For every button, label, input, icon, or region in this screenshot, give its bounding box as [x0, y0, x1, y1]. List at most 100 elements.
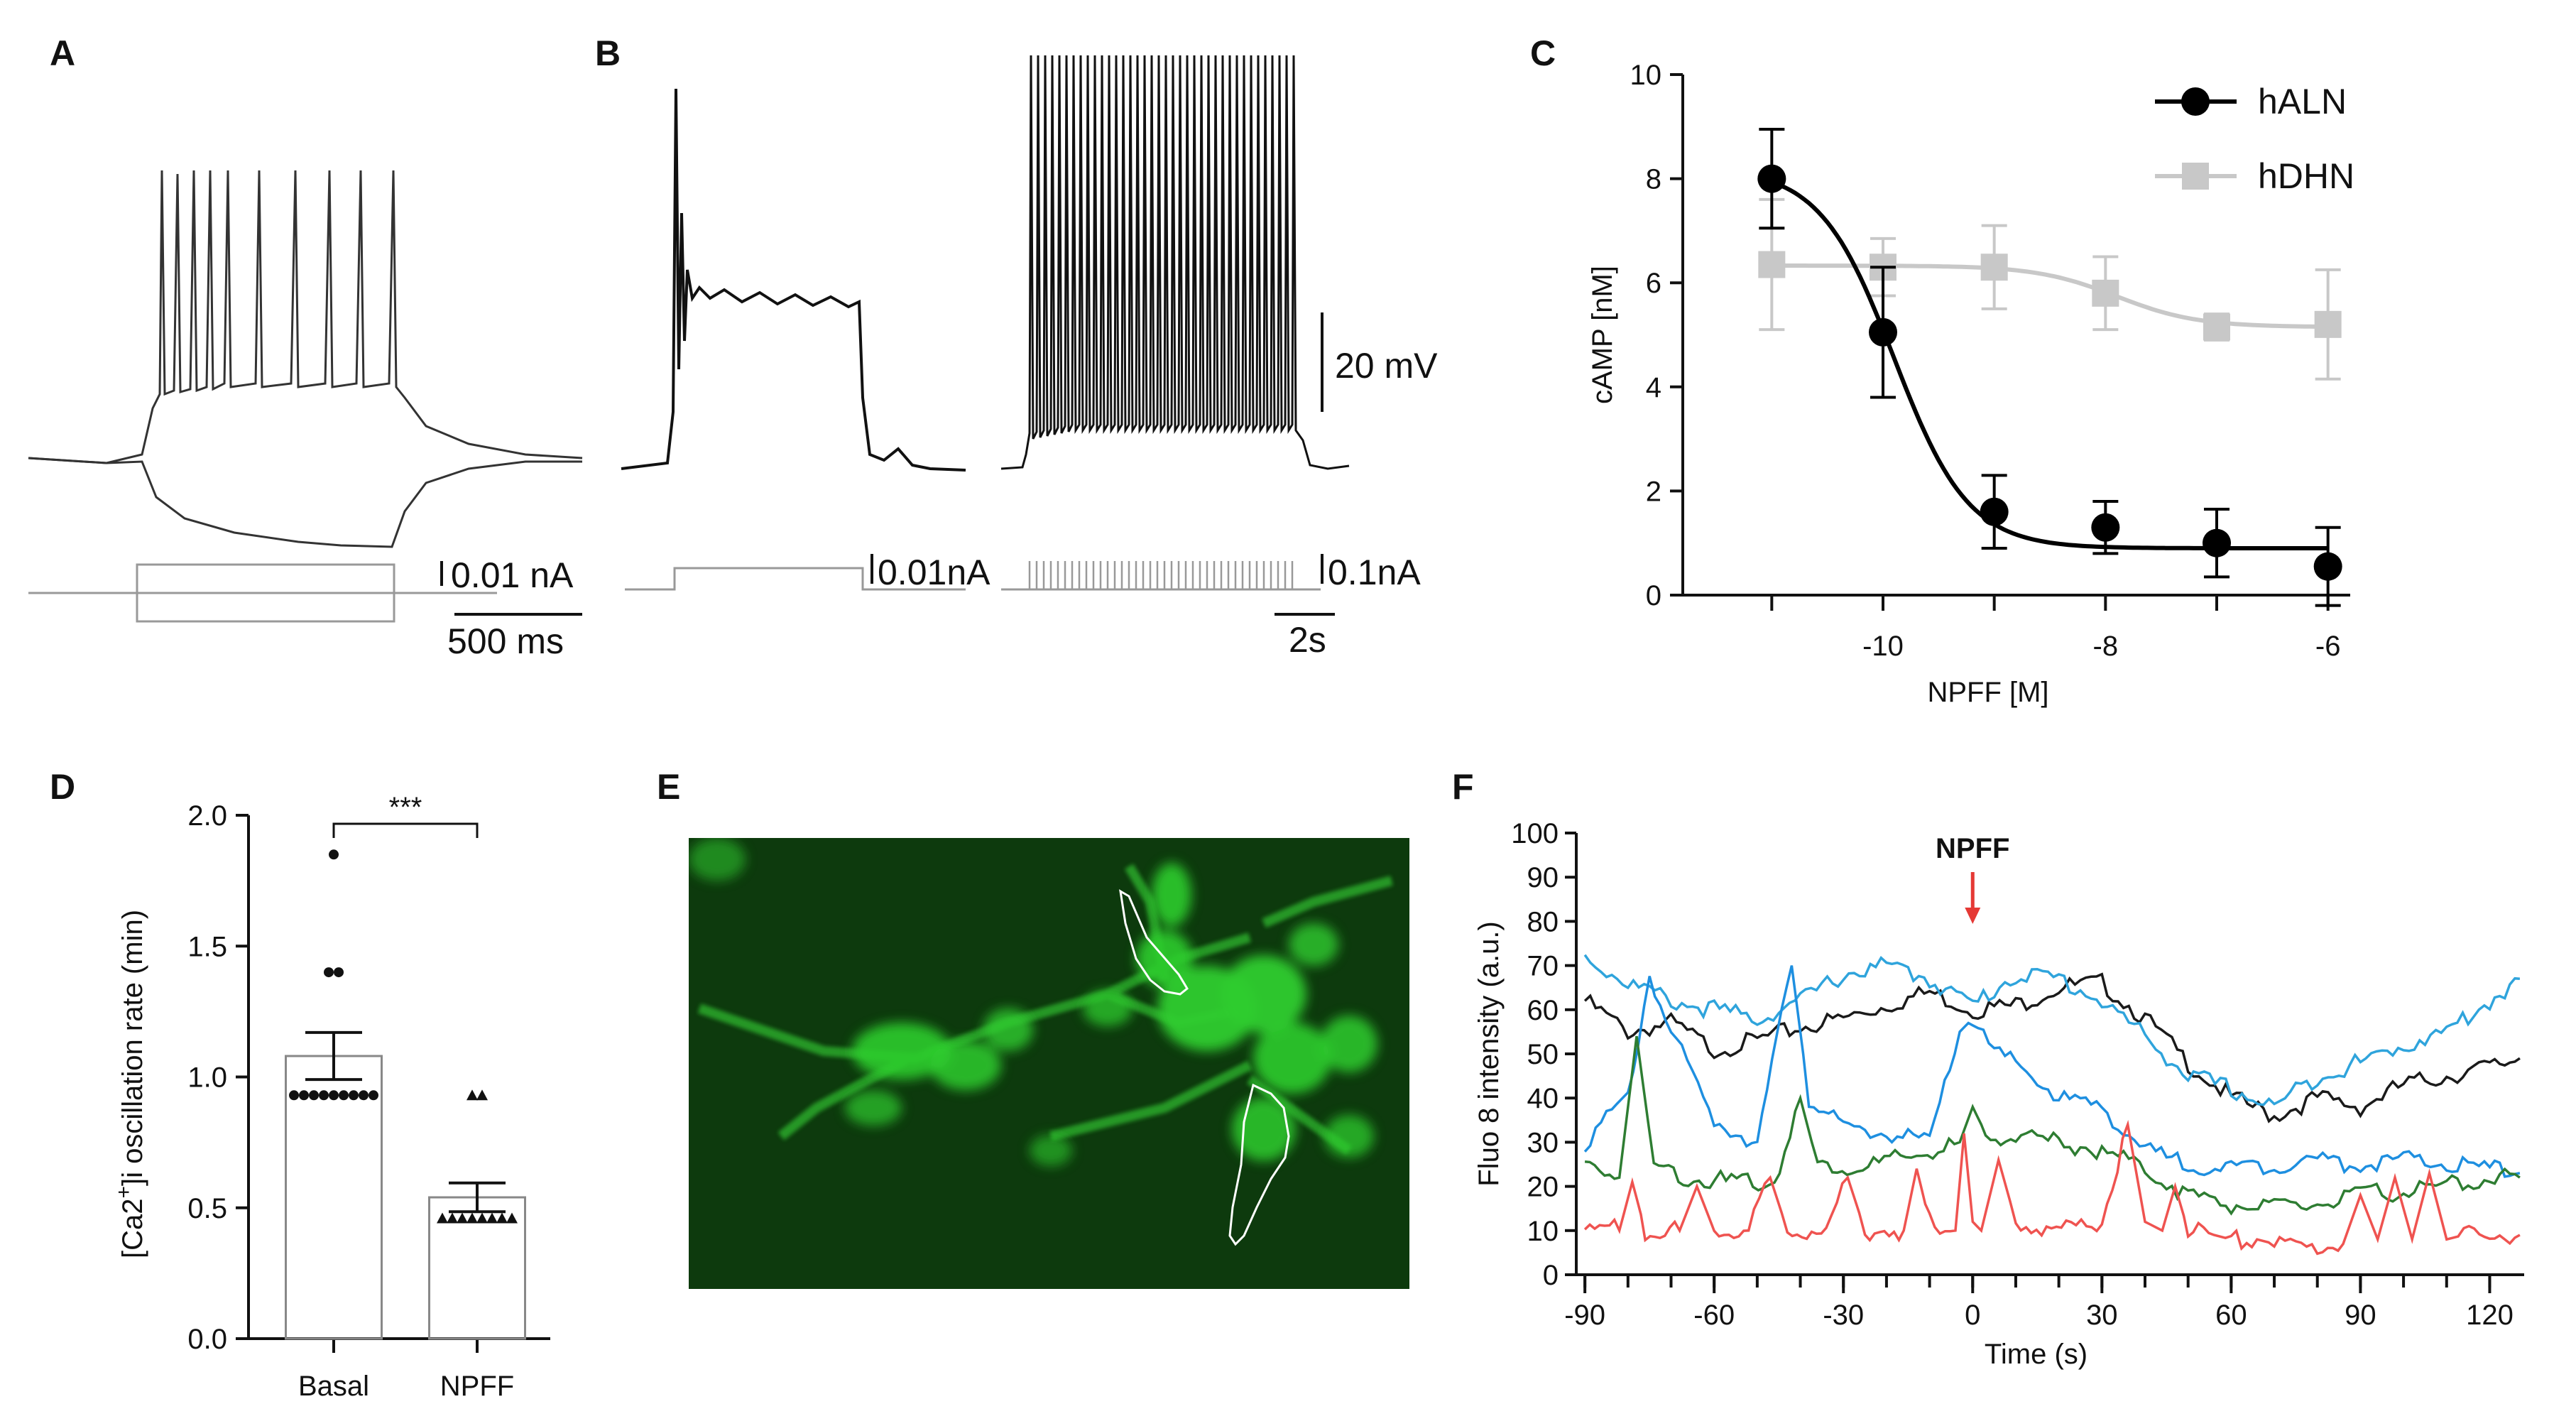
- x-tick-label: -8: [2093, 631, 2119, 662]
- data-point-basal: [319, 1090, 329, 1101]
- fit-curve-hDHN: [1772, 263, 2328, 330]
- data-point-basal: [334, 967, 344, 978]
- data-point-basal: [329, 1090, 339, 1101]
- data-point-hDHN: [1758, 251, 1786, 278]
- panel-b-step-current-scalebar-label: 0.01nA: [878, 553, 990, 592]
- data-point-npff: [466, 1212, 478, 1224]
- trace-cell-green: [1584, 1035, 2521, 1216]
- y-tick-label: 90: [1527, 862, 1559, 893]
- y-axis-label-part: [Ca2: [117, 1199, 148, 1259]
- fluorescence-image: [689, 838, 1393, 1246]
- panel-b-label: B: [595, 33, 621, 73]
- y-tick-label: 0.5: [187, 1193, 227, 1224]
- panel-b: B 20 mV 0.01nA 0.1nA 2s: [595, 33, 1438, 660]
- y-tick-label: 8: [1646, 164, 1661, 195]
- y-tick-label: 1.0: [187, 1062, 227, 1094]
- significance-bracket: [332, 822, 479, 838]
- x-tick-label: -90: [1564, 1300, 1605, 1331]
- data-point-npff: [437, 1212, 448, 1224]
- cell-body: [1324, 1115, 1374, 1158]
- x-tick-label: 120: [2466, 1300, 2514, 1331]
- panel-d-plot: 0.0 0.5 1.0 1.5 2.0 [Ca2+]i oscillation rate …: [112, 792, 550, 1402]
- roi-outline-2: [1228, 1083, 1290, 1246]
- data-point-hALN: [2091, 513, 2120, 542]
- legend-marker-hDHN: [2182, 163, 2209, 190]
- data-point-hDHN: [2314, 310, 2342, 338]
- cell-body: [845, 1090, 902, 1126]
- panel-b-train-spikes: [1000, 55, 1350, 470]
- trace-cell-black: [1583, 972, 2521, 1123]
- y-tick-label: 6: [1646, 268, 1661, 299]
- data-point-hALN: [1869, 317, 1897, 347]
- cell-body: [930, 1040, 1001, 1090]
- trace-cell-blue-2: [1583, 965, 2521, 1178]
- y-tick-label: 2.0: [187, 800, 227, 832]
- roi-outline-1: [1119, 889, 1189, 996]
- data-point-basal: [299, 1090, 309, 1101]
- y-tick-label: 1.5: [187, 931, 227, 962]
- data-point-npff: [476, 1089, 488, 1101]
- x-tick-label: -10: [1862, 631, 1904, 662]
- y-axis-label-part: ]i oscillation rate (min): [117, 910, 148, 1186]
- npff-arrow-head: [1965, 908, 1981, 924]
- panel-b-trace-step: [621, 88, 966, 472]
- cell-bodies: [689, 838, 1377, 1166]
- y-tick-label: 0.0: [187, 1324, 227, 1355]
- npff-annotation-label: NPFF: [1936, 833, 2009, 864]
- cell-body: [983, 1008, 1033, 1051]
- panel-b-trace-train: [1000, 55, 1350, 470]
- cell-body: [1083, 991, 1133, 1026]
- cell-body: [1232, 1097, 1296, 1161]
- significance-label: ***: [389, 792, 422, 823]
- data-point-basal: [349, 1090, 359, 1101]
- x-tick-label: -30: [1823, 1300, 1864, 1331]
- cell-body: [689, 838, 746, 881]
- data-point-hALN: [2203, 528, 2231, 557]
- panel-d-label: D: [50, 767, 75, 807]
- legend-label-hDHN: hDHN: [2258, 156, 2354, 196]
- data-point-basal: [329, 849, 339, 860]
- cell-body: [1152, 863, 1191, 927]
- panel-a-trace-depolarizing: [28, 170, 583, 464]
- panel-c-label: C: [1530, 33, 1556, 73]
- data-point-basal: [309, 1090, 319, 1101]
- y-tick-label: 0: [1543, 1260, 1559, 1291]
- y-tick-label: 100: [1511, 818, 1559, 849]
- x-tick-label: 0: [1965, 1300, 1980, 1331]
- y-tick-label: 30: [1527, 1127, 1559, 1158]
- y-tick-label: 0: [1646, 580, 1661, 611]
- data-point-hALN: [1757, 164, 1786, 193]
- data-point-npff: [486, 1212, 498, 1224]
- fit-curve-hALN: [1771, 180, 2328, 550]
- panel-b-voltage-scalebar-label: 20 mV: [1335, 346, 1438, 386]
- panel-a-current-steps: [28, 563, 497, 623]
- cell-body: [852, 1023, 951, 1079]
- y-axis-label-superscript: +: [112, 1186, 136, 1199]
- cell-body: [1289, 923, 1338, 966]
- panel-f-label: F: [1452, 767, 1474, 807]
- panel-d: D 0.0 0.5 1.0 1.5 2.0 [Ca2+]i oscillation rat…: [50, 767, 550, 1402]
- data-point-npff: [506, 1212, 518, 1224]
- y-tick-label: 80: [1527, 906, 1559, 937]
- y-axis-label: cAMP [nM]: [1587, 266, 1618, 404]
- y-tick-label: 50: [1527, 1039, 1559, 1070]
- panel-b-current-step: [625, 567, 966, 591]
- panel-e-label: E: [657, 767, 680, 807]
- data-point-hDHN: [2203, 313, 2230, 341]
- y-tick-label: 2: [1646, 476, 1661, 507]
- y-tick-label: 10: [1630, 60, 1662, 91]
- trace-cell-red: [1583, 1119, 2521, 1256]
- panel-a: A 0.01 nA 500 ms: [28, 33, 583, 661]
- data-point-hDHN: [2092, 279, 2119, 307]
- data-point-hALN: [2313, 552, 2342, 581]
- x-axis-label: Time (s): [1985, 1339, 2087, 1370]
- panel-e: E: [657, 767, 1409, 1289]
- cell-body: [1221, 955, 1306, 1033]
- x-tick-label: 90: [2345, 1300, 2376, 1331]
- panel-a-label: A: [50, 33, 75, 73]
- panel-a-time-scalebar-label: 500 ms: [447, 621, 564, 661]
- panel-b-current-pulses: [1001, 561, 1321, 591]
- y-tick-label: 60: [1527, 995, 1559, 1026]
- panel-c-plot: 0 2 4 6 8 10 -10 -8 -6 NPFF [M] cAMP [nM] hALN hDHN: [1587, 60, 2354, 708]
